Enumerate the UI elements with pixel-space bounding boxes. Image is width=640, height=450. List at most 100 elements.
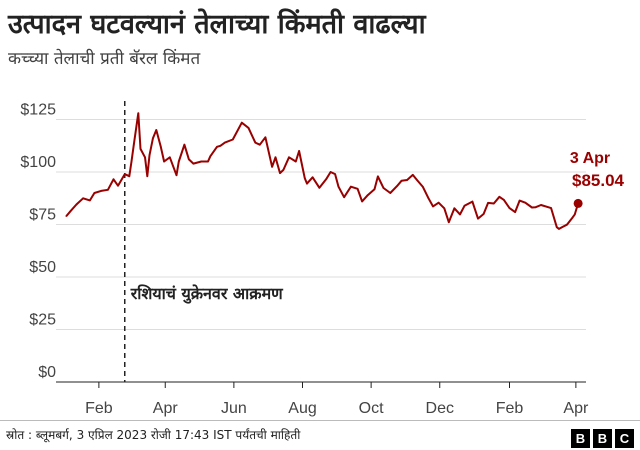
price-data-point <box>133 143 135 146</box>
price-data-point <box>130 160 133 163</box>
price-data-point <box>396 185 398 187</box>
latest-price-label: $85.04 <box>572 171 625 190</box>
price-data-point <box>117 184 119 187</box>
price-data-point <box>288 156 290 159</box>
x-tick-label: Jun <box>221 400 247 417</box>
price-data-point <box>448 221 450 223</box>
x-tick-label: Aug <box>288 400 316 417</box>
price-data-point <box>274 156 277 159</box>
latest-date-label: 3 Apr <box>570 150 610 167</box>
price-data-point <box>160 146 162 148</box>
x-tick-label: Feb <box>85 400 113 417</box>
price-data-point <box>498 196 501 198</box>
y-tick-label: $100 <box>20 154 56 171</box>
x-tick-label: Oct <box>359 400 384 417</box>
price-data-point <box>155 129 158 131</box>
price-data-point <box>65 215 68 217</box>
price-data-point <box>209 155 212 158</box>
price-data-point <box>311 176 314 179</box>
y-tick-label: $75 <box>29 207 56 224</box>
price-data-point <box>271 166 273 168</box>
price-data-point <box>137 112 140 114</box>
price-data-point <box>577 202 579 205</box>
price-data-point <box>400 180 403 182</box>
price-data-point <box>422 186 424 188</box>
price-data-point <box>298 150 300 152</box>
price-data-point <box>463 205 466 207</box>
y-tick-label: $125 <box>20 102 56 119</box>
price-data-point <box>453 207 456 210</box>
price-data-point <box>124 173 126 175</box>
price-data-point <box>216 146 218 148</box>
price-data-point <box>163 160 165 163</box>
price-data-point <box>574 213 576 216</box>
price-data-point <box>148 154 151 156</box>
price-data-point <box>524 201 527 204</box>
price-data-point <box>93 192 96 194</box>
chart-subtitle: कच्च्या तेलाची प्रती बॅरल किंमत <box>8 49 201 69</box>
price-data-point <box>556 226 558 228</box>
price-data-point <box>443 207 446 210</box>
price-data-point <box>224 141 226 144</box>
price-data-point <box>178 160 180 163</box>
price-data-point <box>389 192 392 194</box>
price-data-point <box>437 201 440 204</box>
price-data-point <box>382 187 385 189</box>
price-data-point <box>318 187 321 189</box>
price-data-point <box>306 182 308 185</box>
bbc-logo-letter: B <box>593 429 612 448</box>
x-tick-label: Apr <box>563 400 589 417</box>
price-data-point <box>183 143 186 146</box>
price-data-point <box>531 206 533 209</box>
price-data-point <box>70 210 72 212</box>
price-data-point <box>279 172 281 174</box>
price-data-point <box>406 179 408 181</box>
price-data-point <box>350 185 352 188</box>
price-data-point <box>558 228 560 230</box>
price-line-chart: $0 $25 $50 $75 $100 $125 Feb Apr Jun Aug Oct Dec Feb… <box>20 101 625 417</box>
price-data-point <box>373 188 376 190</box>
bbc-logo-letter: B <box>571 429 590 448</box>
price-data-point <box>518 199 521 202</box>
price-data-point <box>169 156 171 159</box>
price-data-point <box>219 145 222 147</box>
price-data-point <box>487 202 489 204</box>
price-data-point <box>82 197 84 200</box>
price-data-point <box>412 174 414 176</box>
price-data-point <box>112 178 115 181</box>
price-data-point <box>128 175 131 177</box>
price-data-point <box>207 160 209 163</box>
price-data-point <box>241 121 243 124</box>
source-note: स्रोत : ब्लूमबर्ग, 3 एप्रिल 2023 रोजी 17… <box>6 428 301 442</box>
price-data-point <box>192 162 195 165</box>
invasion-annotation-label: रशियाचं युक्रेनवर आक्रमण <box>130 284 284 304</box>
bbc-logo: B B C <box>571 429 634 448</box>
footer-divider <box>0 420 640 421</box>
price-data-point <box>188 158 190 161</box>
price-data-point <box>508 207 511 209</box>
price-data-point <box>361 200 363 203</box>
price-data-point <box>146 175 149 177</box>
price-data-point <box>571 216 574 219</box>
price-data-point <box>139 148 142 150</box>
price-data-point <box>75 203 78 206</box>
price-data-point <box>304 177 306 180</box>
price-data-point <box>514 211 516 213</box>
price-data-point <box>482 213 485 215</box>
price-data-point <box>367 194 369 196</box>
y-tick-label: $0 <box>38 364 56 381</box>
price-data-point <box>459 213 461 216</box>
oil-price-series-line <box>65 112 580 230</box>
price-data-point <box>427 197 430 200</box>
price-data-point <box>264 136 267 139</box>
price-data-point <box>254 141 257 144</box>
price-data-point <box>175 174 178 176</box>
x-tick-label: Feb <box>496 400 524 417</box>
price-data-point <box>566 223 568 226</box>
price-data-point <box>432 205 434 208</box>
price-data-point <box>547 206 549 208</box>
price-data-point <box>493 202 495 205</box>
price-data-point <box>416 179 419 182</box>
price-data-point <box>282 169 285 171</box>
price-data-point <box>377 175 379 178</box>
